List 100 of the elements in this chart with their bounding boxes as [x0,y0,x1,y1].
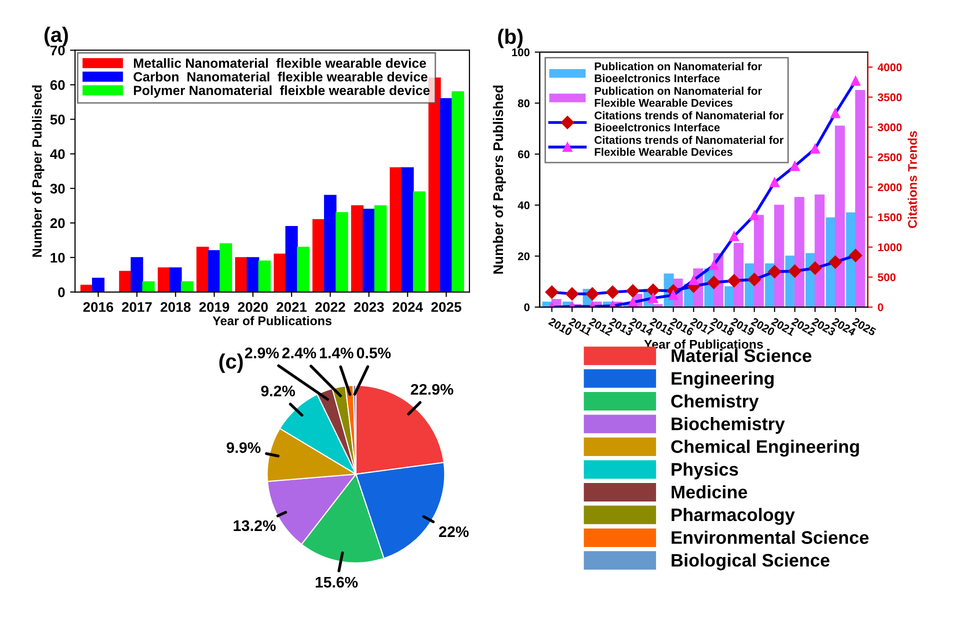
y2-tick-label: 2500 [878,153,902,162]
x-tick-label: 2018 [160,302,191,312]
bar [855,90,866,308]
chart-title: (c) [219,353,243,373]
y-tick-label: 0 [58,287,65,298]
data-label: 2.9% [244,348,279,358]
bar [235,257,248,292]
y-tick-label: 10 [50,252,65,263]
bar [336,212,348,292]
legend-label: Citations trends of Nanomaterial for Bioeelctronics Interface [594,111,784,132]
data-label: 22% [439,526,469,538]
y-tick-label: 60 [50,80,65,90]
legend-label: Carbon Nanomaterial flexible wearable device [134,72,428,82]
y-tick-label: 40 [518,201,530,210]
bar [734,242,744,308]
bar [362,208,376,292]
bar [440,98,452,292]
y-tick-label: 70 [50,46,65,56]
data-label: 1.4% [320,348,354,358]
y2-tick-label: 4000 [878,63,902,72]
legend-label: Polymer Nanomaterial fleixble wearable device [134,85,430,98]
bar [130,257,144,292]
y2-tick-label: 0 [878,303,884,312]
legend-label: Physics [672,462,738,480]
bar [158,267,170,292]
bar [296,246,310,292]
y2-tick-label: 500 [878,273,896,282]
y-tick-label: 20 [50,218,65,228]
data-label: 15.6% [316,576,358,588]
y-tick-label: 40 [50,149,65,160]
bar [794,197,804,308]
bar [754,214,764,308]
bar [774,204,784,308]
legend-label: Publication on Nanomaterial for Flexible Wearable Devices [594,86,762,107]
legend-label: Material Science [672,348,812,362]
bar [390,167,402,292]
legend-label: Biochemistry [672,417,785,434]
x-tick-label: 2017 [122,302,152,312]
x-tick-label: 2024 [392,302,423,312]
chart-title: (a) [44,26,68,46]
bar [412,191,426,292]
data-label: 13.2% [234,520,276,532]
y2-tick-label: 3000 [878,123,902,132]
bar [196,246,209,292]
legend-label: Biological Science [672,553,830,570]
bar [401,167,414,292]
y2-tick-label: 1000 [878,243,902,252]
x-axis-title: Year of Publications [212,316,332,326]
y-tick-label: 80 [518,99,530,108]
y-tick-label: 100 [512,48,530,56]
bar [351,205,364,292]
chart-title: (b) [498,28,523,48]
bar [312,219,325,292]
y-tick-label: 50 [50,114,65,124]
legend-label: Publication on Nanomaterial for Bioeelctronics Interface [594,62,762,82]
bar [246,257,260,292]
y-axis-title: Number of Papers Published [492,86,506,274]
legend-label: Engineering [672,372,774,388]
bar [169,267,182,292]
legend-label: Citations trends of Nanomaterial for Flexible Wearable Devices [594,136,784,156]
bar [285,226,298,292]
y2-axis-title: Citations Trends [908,131,917,228]
bar [92,278,104,292]
x-tick-label: 2020 [238,302,268,312]
x-tick-label: 2023 [354,302,384,312]
y2-tick-label: 1500 [878,213,902,222]
y-axis-title: Number of Paper Published [32,85,44,257]
bar [374,205,387,292]
bar [834,126,845,308]
legend-label: Medicine [672,485,748,498]
x-tick-label: 2022 [315,302,346,312]
legend-label: Metallic Nanomaterial flexible wearable device [134,58,426,68]
x-tick-label: 2019 [199,302,230,312]
y-tick-label: 30 [50,184,65,194]
bar [119,270,132,292]
legend-label: Chemistry [671,394,759,412]
bar [220,243,232,292]
bar [324,194,336,292]
legend-label: Pharmacology [672,508,795,525]
data-label: 9.2% [261,386,295,396]
y-tick-label: 0 [524,303,530,312]
bar [180,281,194,292]
bar [274,254,286,292]
bar [814,194,825,308]
y-tick-label: 20 [518,252,530,260]
y-tick-label: 60 [518,150,530,158]
data-label: 22.9% [410,384,454,395]
bar [452,91,464,292]
x-tick-label: 2016 [83,302,114,312]
data-label: 2.4% [282,348,316,358]
legend-label: Environmental Science [672,530,869,544]
x-tick-label: 2025 [431,302,462,312]
data-label: 0.5% [356,348,391,358]
y2-tick-label: 3500 [878,93,902,102]
y2-tick-label: 2000 [878,183,902,192]
x-tick-label: 2021 [276,302,307,312]
bar [208,250,220,292]
legend-label: Chemical Engineering [671,440,859,457]
bar [258,260,271,292]
bar [142,281,155,292]
